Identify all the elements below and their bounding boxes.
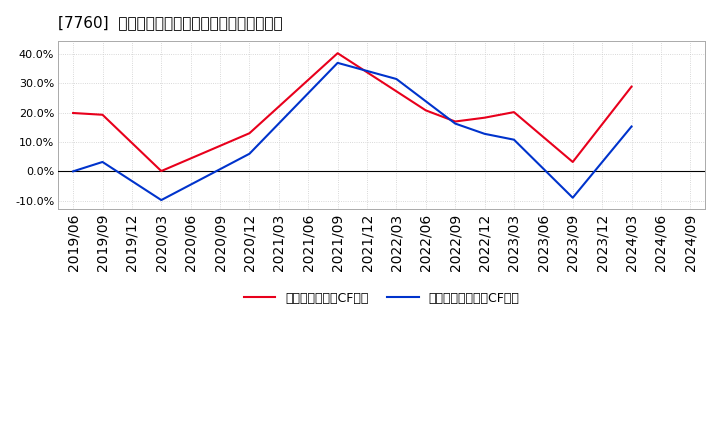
有利子負債営業CF比率 [627, 84, 636, 89]
有利子負債フリーCF比率 [186, 182, 195, 187]
有利子負債フリーCF比率 [627, 124, 636, 129]
有利子負債営業CF比率 [510, 110, 518, 115]
有利子負債フリーCF比率 [421, 99, 430, 104]
有利子負債営業CF比率 [127, 140, 136, 146]
有利子負債営業CF比率 [568, 159, 577, 165]
有利子負債フリーCF比率 [510, 137, 518, 142]
有利子負債フリーCF比率 [304, 91, 312, 96]
Line: 有利子負債フリーCF比率: 有利子負債フリーCF比率 [73, 63, 631, 200]
有利子負債フリーCF比率 [480, 131, 489, 136]
有利子負債営業CF比率 [392, 89, 401, 94]
有利子負債営業CF比率 [363, 70, 372, 75]
Line: 有利子負債営業CF比率: 有利子負債営業CF比率 [73, 53, 631, 171]
有利子負債営業CF比率 [69, 110, 78, 116]
有利子負債フリーCF比率 [245, 151, 253, 156]
有利子負債営業CF比率 [98, 112, 107, 117]
有利子負債営業CF比率 [157, 169, 166, 174]
有利子負債営業CF比率 [451, 119, 459, 124]
Text: [7760]  有利子負債キャッシュフロー比率の推移: [7760] 有利子負債キャッシュフロー比率の推移 [58, 15, 283, 30]
有利子負債フリーCF比率 [568, 195, 577, 200]
有利子負債フリーCF比率 [157, 198, 166, 203]
有利子負債フリーCF比率 [98, 159, 107, 165]
有利子負債営業CF比率 [245, 131, 253, 136]
有利子負債フリーCF比率 [539, 166, 548, 171]
有利子負債営業CF比率 [216, 143, 225, 148]
有利子負債フリーCF比率 [274, 121, 283, 126]
有利子負債フリーCF比率 [333, 60, 342, 66]
有利子負債フリーCF比率 [451, 121, 459, 126]
有利子負債フリーCF比率 [127, 178, 136, 183]
有利子負債営業CF比率 [421, 108, 430, 113]
有利子負債フリーCF比率 [69, 169, 78, 174]
有利子負債営業CF比率 [186, 156, 195, 161]
有利子負債営業CF比率 [480, 115, 489, 120]
有利子負債営業CF比率 [333, 51, 342, 56]
有利子負債営業CF比率 [539, 134, 548, 139]
有利子負債営業CF比率 [598, 121, 606, 127]
有利子負債営業CF比率 [274, 104, 283, 109]
有利子負債フリーCF比率 [392, 77, 401, 82]
有利子負債フリーCF比率 [363, 68, 372, 73]
有利子負債フリーCF比率 [598, 159, 606, 165]
有利子負債営業CF比率 [304, 77, 312, 83]
Legend: 有利子負債営業CF比率, 有利子負債フリーCF比率: 有利子負債営業CF比率, 有利子負債フリーCF比率 [239, 286, 524, 309]
有利子負債フリーCF比率 [216, 167, 225, 172]
